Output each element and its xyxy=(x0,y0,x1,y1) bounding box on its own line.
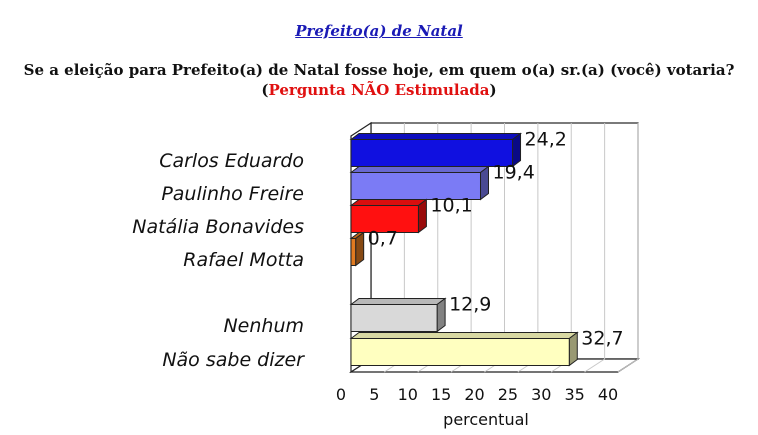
x-tick-label-10: 10 xyxy=(398,385,418,404)
x-tick-label-25: 25 xyxy=(498,385,518,404)
bar-3 xyxy=(350,238,357,266)
subtitle-close-paren: ) xyxy=(489,81,497,99)
floor-gridline-40 xyxy=(617,358,639,373)
category-label-2: Natália Bonavides xyxy=(132,216,304,238)
x-tick-label-0: 0 xyxy=(336,385,346,404)
category-label-1: Paulinho Freire xyxy=(161,183,304,205)
x-tick-label-35: 35 xyxy=(564,385,584,404)
bar-4 xyxy=(350,304,438,332)
bar-end-2 xyxy=(417,198,427,234)
category-label-5: Não sabe dizer xyxy=(162,349,305,371)
floor-gridline-35 xyxy=(584,358,605,373)
bar-end-4 xyxy=(436,297,446,333)
bar-2 xyxy=(350,205,419,233)
bar-top-0 xyxy=(349,133,523,140)
value-label-0: 24,2 xyxy=(525,129,567,151)
x-tick-label-15: 15 xyxy=(431,385,451,404)
bar-top-1 xyxy=(349,166,490,173)
value-label-4: 12,9 xyxy=(449,294,491,316)
chart-kicker: Prefeito(a) de Natal xyxy=(295,22,463,40)
bar-end-3 xyxy=(355,231,365,267)
value-label-2: 10,1 xyxy=(430,195,472,217)
category-label-3: Rafael Motta xyxy=(183,249,304,271)
x-tick-label-5: 5 xyxy=(369,385,379,404)
x-tick-label-20: 20 xyxy=(464,385,484,404)
chart-subtitle: (Pergunta NÃO Estimulada) xyxy=(0,81,758,99)
value-label-3: 0,7 xyxy=(368,228,398,250)
subtitle-red-text: Pergunta NÃO Estimulada xyxy=(268,81,490,99)
value-label-1: 19,4 xyxy=(492,162,534,184)
bar-end-5 xyxy=(568,331,578,367)
subtitle-open-paren: ( xyxy=(261,81,269,99)
bar-5 xyxy=(350,338,570,366)
bar-top-2 xyxy=(349,199,428,206)
bar-0 xyxy=(350,139,514,167)
x-tick-label-40: 40 xyxy=(598,385,618,404)
value-label-5: 32,7 xyxy=(581,328,623,350)
category-label-4: Nenhum xyxy=(223,315,304,337)
x-axis-title: percentual xyxy=(443,410,529,429)
bar-top-4 xyxy=(349,298,447,305)
bar-1 xyxy=(350,172,481,200)
x-tick-label-30: 30 xyxy=(531,385,551,404)
chart-question: Se a eleição para Prefeito(a) de Natal f… xyxy=(23,61,735,79)
bar-end-1 xyxy=(479,165,489,201)
category-label-0: Carlos Eduardo xyxy=(159,150,304,172)
bar-top-5 xyxy=(349,332,579,339)
